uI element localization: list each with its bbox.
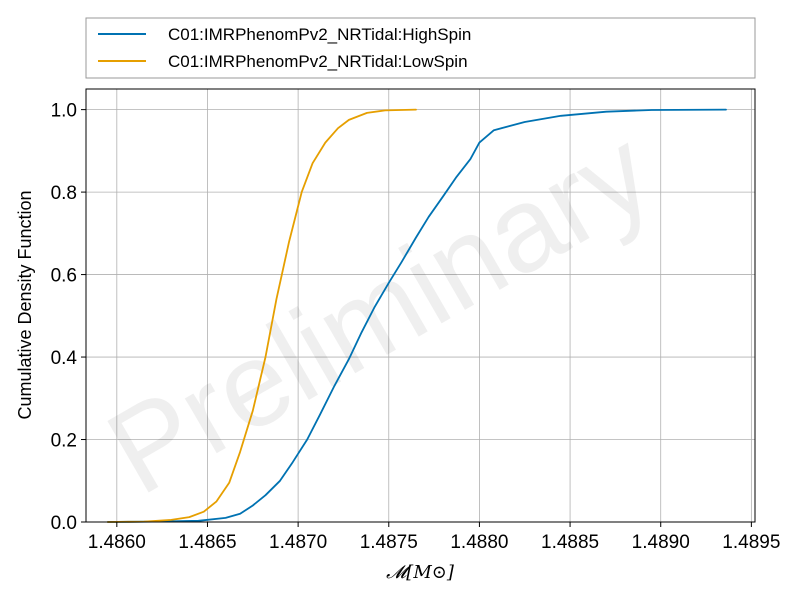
legend-box <box>85 17 756 79</box>
series <box>106 108 727 523</box>
watermark-layer: Preliminary <box>86 104 673 520</box>
y-tick-label: 0.0 <box>51 513 77 534</box>
y-axis-label: Cumulative Density Function <box>15 190 35 419</box>
x-tick-label: 1.4875 <box>360 532 418 553</box>
y-tick-label: 1.0 <box>51 101 77 122</box>
y-tick-label: 0.2 <box>51 431 77 452</box>
x-tick-label: 1.4880 <box>450 532 508 553</box>
x-tick-label: 1.4890 <box>632 532 690 553</box>
preliminary-watermark: Preliminary <box>86 104 673 520</box>
x-tick-label: 1.4860 <box>88 532 146 553</box>
x-axis-label: 𝓜[M⊙] <box>386 562 455 583</box>
legend-label-lowspin: C01:IMRPhenomPv2_NRTidal:LowSpin <box>168 52 468 71</box>
axis-ticks: 1.4860 1.4865 1.4870 1.4875 1.4880 1.4885 1.48… <box>51 101 781 553</box>
legend: C01:IMRPhenomPv2_NRTidal:HighSpin C01:IM… <box>85 17 756 79</box>
series-line-lowspin <box>106 108 417 523</box>
x-tick-label: 1.4885 <box>541 532 599 553</box>
series-line-highspin <box>106 108 727 523</box>
x-tick-label: 1.4895 <box>722 532 780 553</box>
y-tick-label: 0.4 <box>51 348 78 369</box>
x-tick-label: 1.4865 <box>178 532 236 553</box>
y-tick-label: 0.6 <box>51 266 77 287</box>
plot-frame <box>85 88 756 523</box>
legend-label-highspin: C01:IMRPhenomPv2_NRTidal:HighSpin <box>168 25 471 44</box>
x-tick-label: 1.4870 <box>269 532 327 553</box>
y-tick-label: 0.8 <box>51 183 77 204</box>
